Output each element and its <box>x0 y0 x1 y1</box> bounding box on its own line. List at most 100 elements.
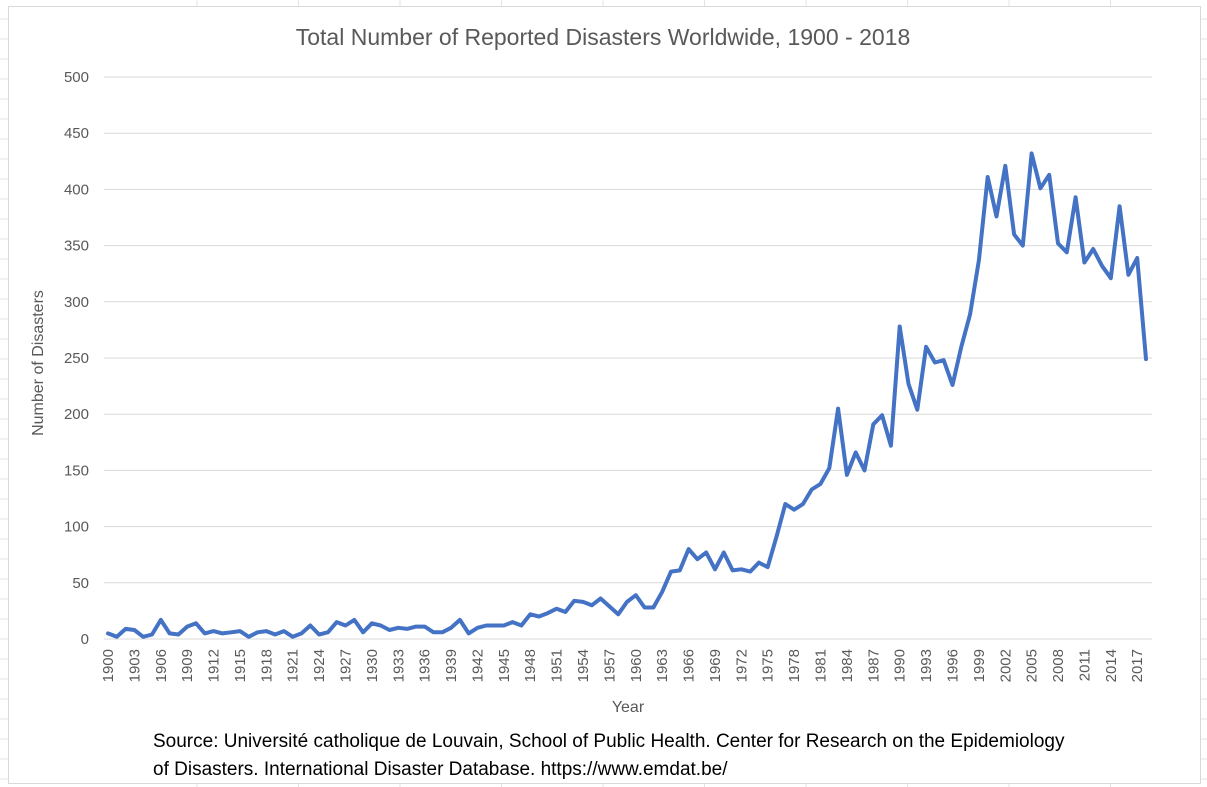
x-tick-label: 2011 <box>1076 649 1093 681</box>
data-point <box>563 610 567 614</box>
x-tick-label: 1930 <box>364 649 381 682</box>
data-point <box>511 620 515 624</box>
x-tick-label: 1918 <box>258 649 275 682</box>
x-tick-label: 1972 <box>733 649 750 682</box>
data-point <box>326 630 330 634</box>
data-point <box>519 624 523 628</box>
x-axis-label: Year <box>612 699 645 716</box>
y-tick-label: 450 <box>64 125 89 142</box>
source-note: Source: Université catholique de Louvain… <box>153 728 1153 784</box>
data-point <box>766 565 770 569</box>
data-point <box>344 624 348 628</box>
data-point <box>1030 151 1034 155</box>
data-point <box>625 600 629 604</box>
data-point <box>405 627 409 631</box>
x-tick-label: 1927 <box>338 649 355 682</box>
data-point <box>449 626 453 630</box>
data-point <box>317 633 321 637</box>
x-tick-label: 2002 <box>997 649 1014 682</box>
data-point <box>695 557 699 561</box>
data-point <box>1038 186 1042 190</box>
data-point <box>1100 264 1104 268</box>
data-point <box>546 611 550 615</box>
data-point <box>889 444 893 448</box>
data-point <box>379 624 383 628</box>
data-point <box>713 567 717 571</box>
data-point <box>933 361 937 365</box>
x-tick-label: 1933 <box>390 649 407 682</box>
x-tick-label: 1975 <box>760 649 777 682</box>
data-point <box>370 621 374 625</box>
data-point <box>124 627 128 631</box>
y-tick-label: 350 <box>64 238 89 255</box>
data-point <box>616 612 620 616</box>
y-tick-label: 150 <box>64 462 89 479</box>
x-tick-label: 1984 <box>839 649 856 682</box>
data-point <box>247 635 251 639</box>
data-point <box>335 620 339 624</box>
x-tick-label: 1945 <box>496 649 513 682</box>
data-point <box>854 450 858 454</box>
data-point <box>801 502 805 506</box>
series-line <box>106 151 1148 639</box>
x-tick-label: 1936 <box>417 649 434 682</box>
chart-area[interactable]: Total Number of Reported Disasters World… <box>8 6 1201 784</box>
data-point <box>880 413 884 417</box>
data-point <box>739 567 743 571</box>
y-tick-label: 100 <box>64 519 89 536</box>
data-point <box>132 628 136 632</box>
data-point <box>1082 261 1086 265</box>
data-point <box>581 600 585 604</box>
x-tick-label: 1951 <box>549 649 566 682</box>
line-chart: Total Number of Reported Disasters World… <box>30 24 1152 716</box>
x-tick-label: 1993 <box>918 649 935 682</box>
data-point <box>687 547 691 551</box>
data-point <box>959 345 963 349</box>
data-point <box>907 382 911 386</box>
data-point <box>264 629 268 633</box>
data-point <box>476 626 480 630</box>
x-tick-label: 1978 <box>786 649 803 682</box>
y-tick-label: 300 <box>64 294 89 311</box>
data-point <box>185 625 189 629</box>
data-point <box>159 618 163 622</box>
data-point <box>1074 195 1078 199</box>
data-point <box>423 625 427 629</box>
y-axis-label: Number of Disasters <box>30 290 47 436</box>
data-point <box>168 631 172 635</box>
data-point <box>220 631 224 635</box>
data-point <box>915 408 919 412</box>
data-point <box>1012 232 1016 236</box>
data-point <box>986 175 990 179</box>
data-point <box>502 624 506 628</box>
x-tick-label: 1903 <box>126 649 143 682</box>
data-point <box>300 631 304 635</box>
data-point <box>572 599 576 603</box>
data-point <box>352 618 356 622</box>
data-point <box>1091 247 1095 251</box>
data-point <box>150 633 154 637</box>
data-point <box>282 629 286 633</box>
x-tick-label: 1960 <box>628 649 645 682</box>
data-point <box>748 570 752 574</box>
data-point <box>141 635 145 639</box>
data-point <box>308 624 312 628</box>
data-point <box>1021 244 1025 248</box>
x-tick-label: 1900 <box>100 649 117 682</box>
x-tick-label: 1921 <box>285 649 302 682</box>
y-tick-label: 50 <box>72 575 89 592</box>
x-tick-label: 1924 <box>311 649 328 682</box>
data-point <box>590 603 594 607</box>
data-point <box>775 535 779 539</box>
x-tick-label: 1909 <box>179 649 196 682</box>
data-point <box>871 422 875 426</box>
data-point <box>643 606 647 610</box>
x-tick-label: 1963 <box>654 649 671 682</box>
data-point <box>731 568 735 572</box>
x-tick-label: 1981 <box>813 649 830 682</box>
data-point <box>942 358 946 362</box>
data-point <box>1144 357 1148 361</box>
data-point <box>467 631 471 635</box>
data-point <box>827 466 831 470</box>
data-point <box>898 325 902 329</box>
